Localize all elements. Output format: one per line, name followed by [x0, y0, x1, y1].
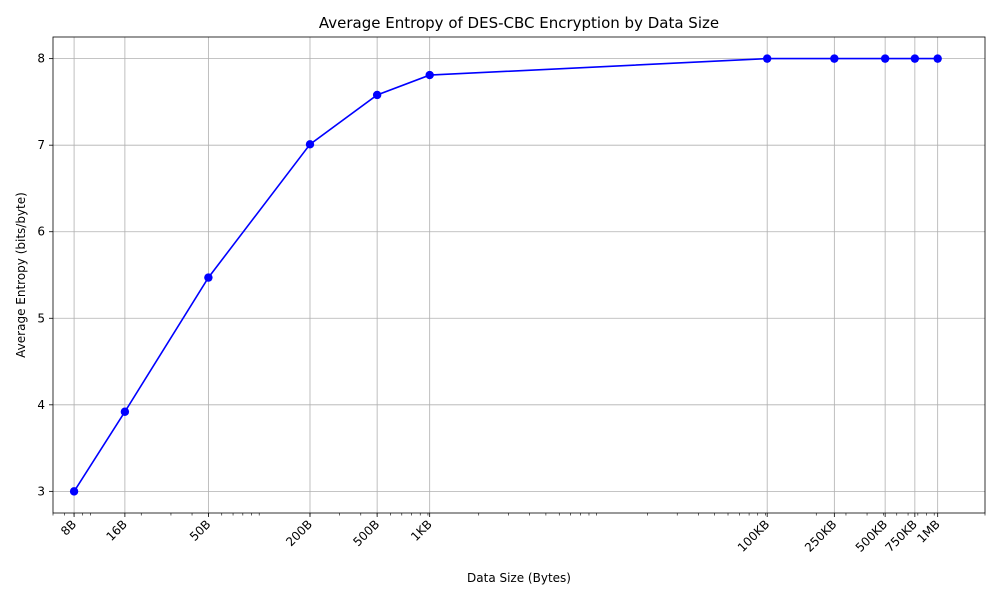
y-tick-label: 6: [37, 225, 45, 239]
y-tick-label: 7: [37, 138, 45, 152]
data-point: [425, 70, 434, 80]
grid: [53, 37, 985, 513]
data-point: [933, 54, 942, 63]
y-tick-label: 4: [37, 398, 45, 412]
chart-title: Average Entropy of DES-CBC Encryption by…: [319, 14, 719, 32]
x-tick-label: 1KB: [408, 517, 435, 544]
x-tick-label: 50B: [187, 517, 214, 544]
y-tick-label: 3: [37, 484, 45, 498]
data-point: [204, 273, 213, 282]
plot-frame: [52, 36, 986, 514]
x-axis-ticks: 8B 16B 50B 200B 500B 1KB 100KB 250KB 500KB750KB1…: [58, 513, 943, 555]
series-line: [73, 57, 938, 492]
x-tick-label: 1MB: [914, 517, 942, 545]
y-axis-label: Average Entropy (bits/byte): [14, 192, 28, 358]
x-tick-label: 500KB: [853, 517, 890, 554]
x-tick-label: 200B: [283, 517, 315, 549]
x-tick-label: 8B: [58, 517, 79, 538]
data-point: [830, 54, 839, 63]
x-tick-label: 250KB: [802, 517, 839, 554]
y-axis-ticks: 3 4 5 6 7 8: [37, 52, 53, 498]
data-point: [880, 54, 890, 63]
x-axis-label: Data Size (Bytes): [467, 571, 571, 585]
data-point: [910, 54, 920, 63]
data-point: [69, 487, 79, 496]
x-tick-label: 16B: [103, 517, 130, 544]
x-tick-label: 500B: [350, 517, 382, 549]
x-minor-ticks: [52, 513, 986, 516]
series-entropy: [69, 54, 942, 496]
data-point: [762, 54, 772, 63]
y-tick-label: 8: [37, 52, 45, 66]
data-point: [305, 140, 315, 149]
data-point: [372, 90, 382, 100]
data-point: [120, 407, 130, 416]
x-tick-label: 100KB: [735, 517, 772, 554]
y-tick-label: 5: [37, 311, 45, 325]
